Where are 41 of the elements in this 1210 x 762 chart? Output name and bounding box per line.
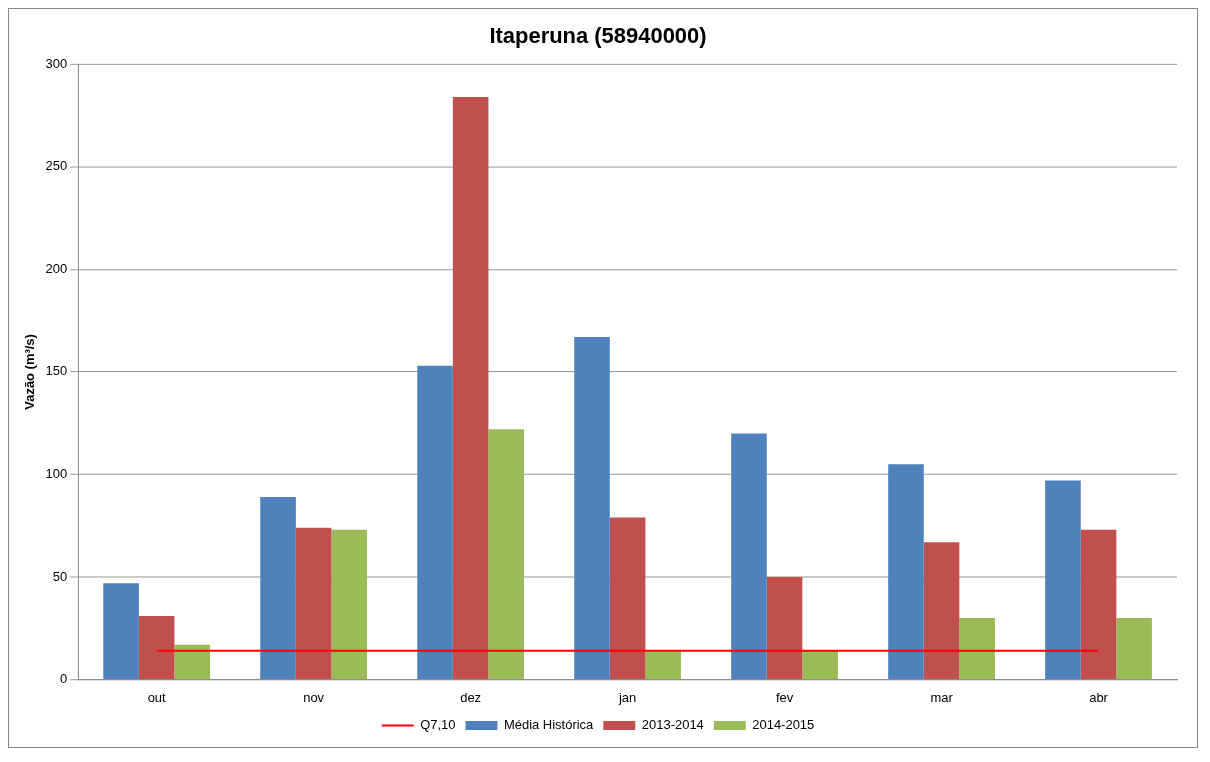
bar [488, 429, 524, 680]
y-tick-label: 50 [52, 568, 68, 584]
bar [731, 433, 767, 680]
bar [138, 616, 175, 680]
bar [574, 337, 610, 680]
y-tick-label: 300 [45, 55, 68, 71]
x-tick-label: abr [1089, 689, 1109, 705]
bar [417, 365, 453, 680]
bar [174, 644, 211, 680]
bar [888, 464, 924, 680]
x-tick-label: dez [460, 689, 482, 705]
bar [1045, 480, 1081, 680]
y-tick-label: 250 [45, 158, 68, 174]
bar [1080, 529, 1117, 680]
bar [609, 517, 646, 680]
bar [645, 650, 681, 680]
bar [452, 97, 489, 680]
y-tick-label: 0 [59, 671, 68, 687]
y-tick-label: 150 [45, 363, 68, 379]
bar [802, 650, 838, 680]
legend-label: Média Histórica [503, 717, 595, 733]
bar [260, 497, 296, 680]
x-tick-label: mar [930, 689, 954, 705]
chart-title: Itaperuna (58940000) [489, 23, 707, 49]
bar [959, 618, 995, 680]
x-tick-label: out [147, 689, 167, 705]
bar [331, 529, 368, 680]
y-axis-title: Vazão (m³/s) [22, 334, 38, 410]
x-tick-label: fev [775, 689, 794, 705]
bar [923, 542, 960, 680]
bar [295, 527, 332, 680]
y-tick-label: 100 [45, 466, 68, 482]
legend-label: 2013-2014 [641, 717, 704, 733]
x-tick-label: jan [617, 689, 637, 705]
legend-label: 2014-2015 [752, 717, 815, 733]
y-tick-label: 200 [45, 260, 68, 276]
bar [766, 577, 803, 680]
bar [1116, 618, 1152, 680]
legend-label: Q7,10 [420, 717, 456, 733]
bar [103, 583, 139, 680]
x-tick-label: nov [303, 689, 325, 705]
